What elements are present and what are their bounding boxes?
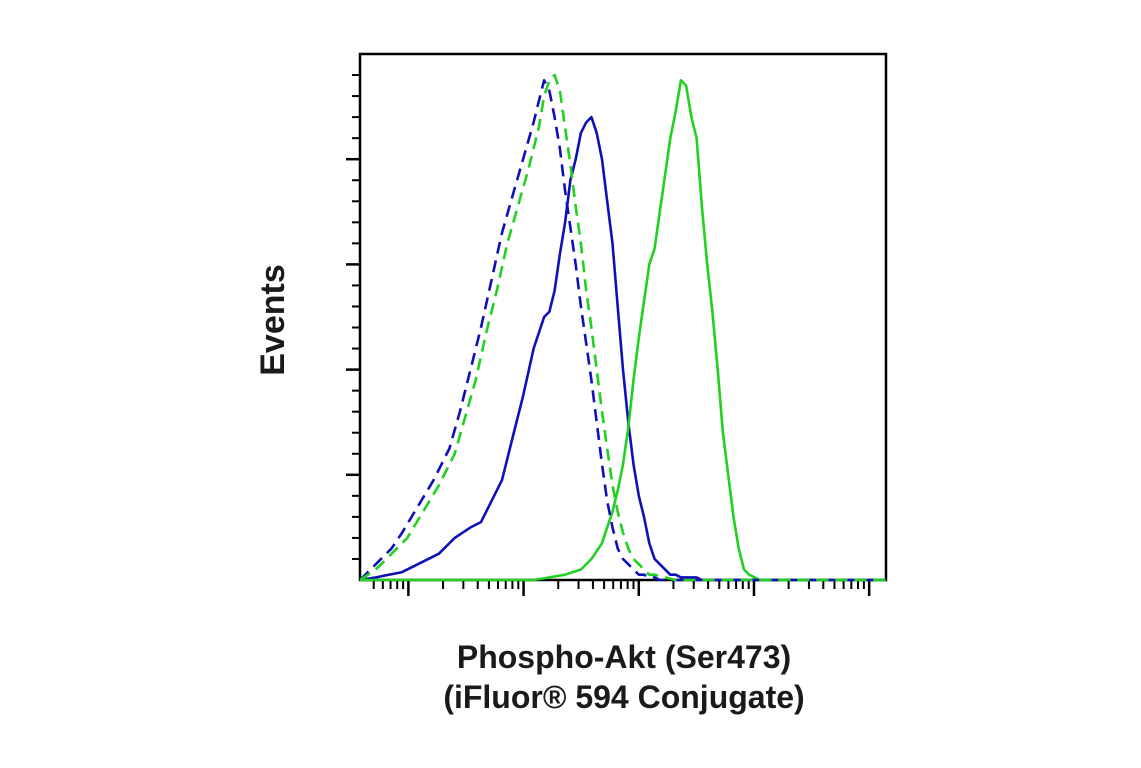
x-axis-label-line1: Phospho-Akt (Ser473) xyxy=(457,639,791,675)
plot-border xyxy=(358,52,888,582)
y-axis-label: Events xyxy=(254,264,292,376)
histogram-series-solid-1 xyxy=(360,79,886,582)
histogram-series-dashed-3 xyxy=(359,73,886,582)
plot-frame xyxy=(358,52,888,582)
x-axis-label-line2: (iFluor® 594 Conjugate) xyxy=(443,679,804,715)
histogram-series-dashed-2 xyxy=(359,79,886,582)
series-layer xyxy=(359,73,886,582)
histogram-series-solid-0 xyxy=(359,115,886,582)
y-axis-ticks xyxy=(346,74,360,560)
x-axis-ticks xyxy=(372,580,871,596)
